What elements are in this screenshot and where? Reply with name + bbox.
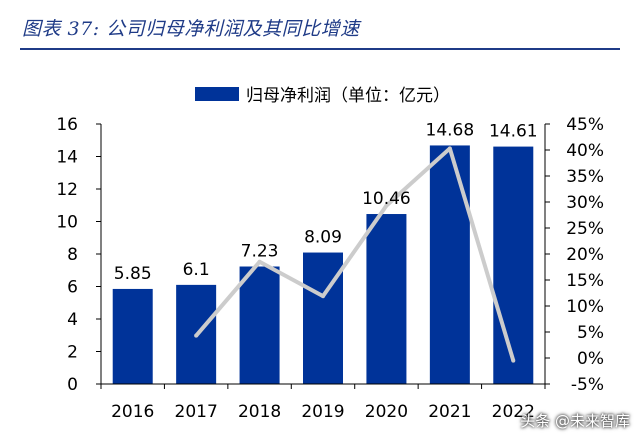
y-left-tick-label: 8: [67, 245, 78, 265]
growth-point-2018: [257, 259, 262, 264]
data-label-2022: 14.61: [489, 122, 538, 142]
y-left-tick-label: 10: [56, 213, 78, 233]
y-right-tick-label: 5%: [577, 323, 604, 343]
x-tick-label: 2019: [301, 402, 344, 422]
growth-point-2019: [321, 294, 325, 299]
legend-swatch: [195, 87, 239, 101]
x-tick-label: 2018: [238, 402, 281, 422]
y-left-tick-label: 6: [67, 278, 78, 298]
x-tick-label: 2020: [365, 402, 408, 422]
x-tick-label: 2016: [111, 402, 154, 422]
y-right-tick-label: -5%: [571, 375, 604, 395]
growth-point-2021: [447, 146, 452, 151]
figure-title: 图表 37: 公司归母净利润及其同比增速: [22, 18, 360, 40]
x-tick-label: 2017: [175, 402, 218, 422]
bar-2016: [112, 288, 153, 384]
y-right-tick-label: 45%: [566, 115, 604, 135]
y-left-tick-label: 12: [56, 180, 78, 200]
data-label-2020: 10.46: [362, 189, 411, 209]
bar-2018: [239, 266, 280, 384]
y-right-tick-label: 40%: [566, 141, 604, 161]
y-left-tick-label: 14: [56, 148, 78, 168]
y-right-tick-label: 15%: [566, 271, 604, 291]
y-right-tick-label: 30%: [566, 193, 604, 213]
y-left-tick-label: 2: [67, 343, 78, 363]
watermark: 头条 @未来智库: [520, 412, 630, 430]
bar-2021: [429, 145, 470, 384]
data-label-2017: 6.1: [183, 260, 210, 280]
growth-point-2022: [511, 358, 516, 363]
x-tick-label: 2022: [492, 402, 535, 422]
y-right-tick-label: 10%: [566, 297, 604, 317]
y-right-tick-label: 35%: [566, 167, 604, 187]
y-left-tick-label: 4: [67, 310, 78, 330]
bar-2019: [303, 252, 343, 384]
data-label-2016: 5.85: [114, 264, 152, 284]
y-left-tick-label: 0: [67, 375, 78, 395]
data-label-2018: 7.23: [241, 242, 279, 262]
x-tick-label: 2021: [428, 402, 471, 422]
data-label-2021: 14.68: [426, 120, 475, 140]
legend-label: 归母净利润（单位：亿元）: [246, 86, 450, 106]
growth-point-2017: [194, 333, 199, 338]
bar-2020: [366, 214, 407, 384]
bar-2022: [493, 146, 534, 384]
data-label-2019: 8.09: [304, 228, 342, 248]
y-right-tick-label: 25%: [566, 219, 604, 239]
y-right-tick-label: 0%: [577, 349, 604, 369]
title-divider: [20, 48, 620, 50]
growth-line: [194, 146, 516, 362]
y-right-tick-label: 20%: [566, 245, 604, 265]
y-left-tick-label: 16: [56, 115, 78, 135]
growth-point-2020: [384, 203, 389, 208]
